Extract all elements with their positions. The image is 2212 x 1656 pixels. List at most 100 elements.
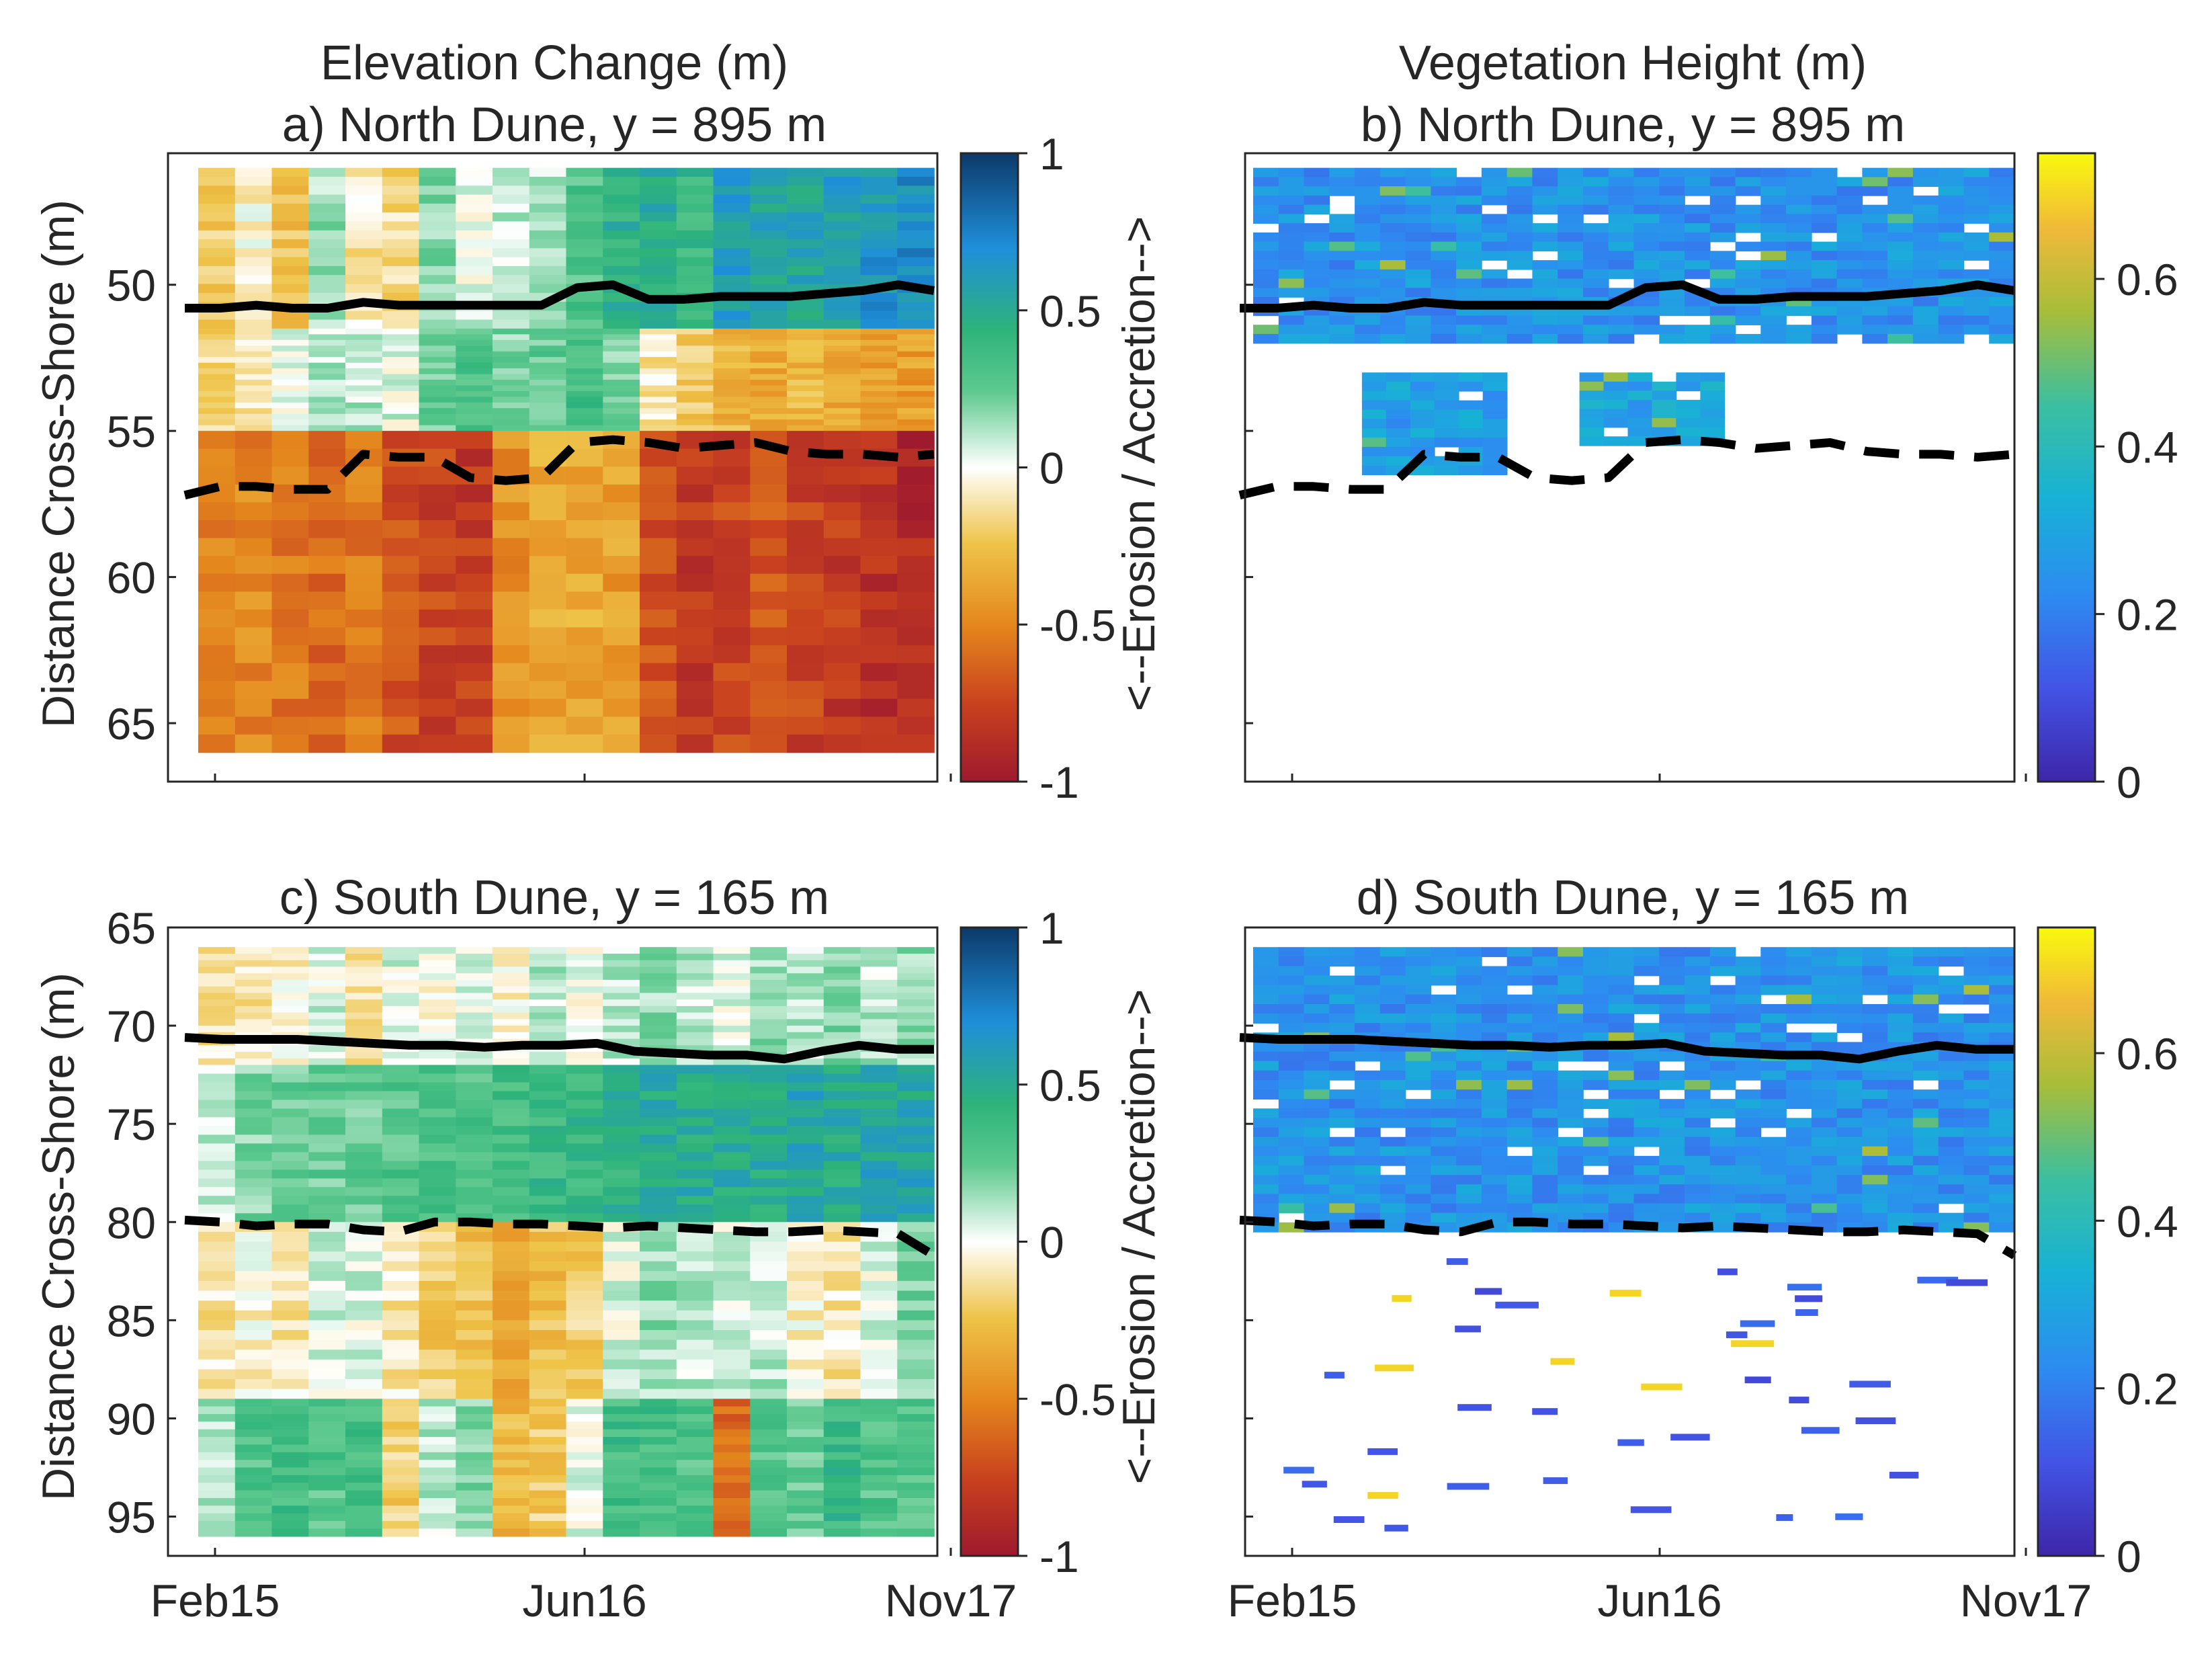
heatmap-cell [640,257,677,267]
vegetation-cell [1938,333,1965,344]
vegetation-cell [1963,1070,1990,1081]
vegetation-cell [1583,966,1609,977]
heatmap-cell [493,1389,530,1399]
heatmap-cell [419,1280,456,1292]
heatmap-cell [897,345,935,352]
vegetation-cell [1887,186,1914,196]
heatmap-cell [603,1505,640,1514]
vegetation-cell [1253,956,1279,967]
heatmap-cell [419,591,456,610]
heatmap-cell [713,1134,751,1145]
heatmap-cell [308,177,346,187]
solid-contour-line [185,280,935,313]
heatmap-cell [198,502,236,521]
heatmap-cell [345,1280,383,1292]
vegetation-cell [1786,956,1812,967]
vegetation-cell [1659,1136,1685,1147]
vegetation-cell [1431,260,1457,270]
heatmap-cell [271,1505,309,1514]
vegetation-cell [1386,419,1411,429]
heatmap-cell [382,1108,420,1118]
heatmap-cell [750,1065,788,1075]
vegetation-cell [1405,1212,1432,1223]
heatmap-cell [345,986,383,994]
heatmap-cell [640,1421,677,1430]
heatmap-cell [198,221,236,231]
heatmap-cell [676,194,714,204]
vegetation-cell [1760,251,1787,261]
vegetation-cell [1760,1155,1787,1166]
heatmap-cell [640,627,677,646]
heatmap-cell [603,1152,640,1162]
heatmap-cell [603,1421,640,1430]
vegetation-cell [1431,975,1457,986]
heatmap-cell [271,177,309,187]
vegetation-fragment [1787,1284,1822,1291]
vegetation-cell [1329,1051,1355,1062]
heatmap-cell [640,556,677,575]
heatmap-cell [566,1169,603,1179]
heatmap-cell [713,339,751,347]
heatmap-cell [823,947,861,954]
heatmap-cell [787,221,824,231]
vegetation-cell [1253,269,1279,280]
heatmap-cell [235,1452,273,1460]
heatmap-cell [529,556,567,575]
heatmap-cell [676,1513,714,1522]
heatmap-cell [750,1152,788,1162]
heatmap-cell [566,203,603,213]
heatmap-cell [897,339,935,347]
heatmap-cell [713,556,751,575]
vegetation-cell [1912,204,1939,215]
vegetation-cell [1558,1023,1584,1034]
heatmap-cell [713,1091,751,1101]
heatmap-cell [566,1437,603,1446]
heatmap-cell [640,1320,677,1331]
vegetation-cell [1456,223,1482,233]
heatmap-cell [603,1399,640,1407]
heatmap-cell [750,1178,788,1188]
heatmap-cell [860,645,898,664]
heatmap-cell [382,1444,420,1453]
heatmap-cell [345,698,383,718]
vegetation-cell [1938,251,1965,261]
heatmap-cell [198,292,236,302]
vegetation-cell [1583,1184,1609,1195]
vegetation-cell [1633,306,1660,317]
vegetation-cell [1361,409,1387,420]
vegetation-cell [1304,1175,1330,1186]
heatmap-cell [271,716,309,735]
vegetation-cell [1862,1194,1888,1204]
heatmap-cell [235,1467,273,1476]
heatmap-cell [235,538,273,556]
vegetation-cell [1431,1175,1457,1186]
heatmap-cell [787,1117,824,1127]
vegetation-cell [1355,223,1381,233]
heatmap-cell [493,999,530,1007]
heatmap-cell [456,1241,493,1252]
vegetation-cell [1989,1175,2015,1186]
heatmap-cell [713,1187,751,1197]
heatmap-cell [897,1126,935,1136]
heatmap-cell [860,966,898,974]
vegetation-cell [1862,214,1888,224]
heatmap-cell [750,374,788,380]
heatmap-cell [529,239,567,249]
heatmap-cell [271,1528,309,1537]
vegetation-cell [1989,167,2015,178]
heatmap-cell [308,413,346,421]
vegetation-cell [1431,333,1457,344]
vegetation-cell [1989,947,2015,958]
heatmap-cell [713,1280,751,1292]
heatmap-cell [640,947,677,954]
heatmap-cell [823,1073,861,1083]
heatmap-cell [860,1444,898,1453]
heatmap-cell [345,1065,383,1075]
heatmap-cell [823,203,861,213]
heatmap-cell [713,448,751,468]
heatmap-cell [308,1528,346,1537]
heatmap-cell [235,681,273,700]
heatmap-cell [787,502,824,521]
heatmap-cell [823,1528,861,1537]
vegetation-cell [1608,1032,1635,1043]
